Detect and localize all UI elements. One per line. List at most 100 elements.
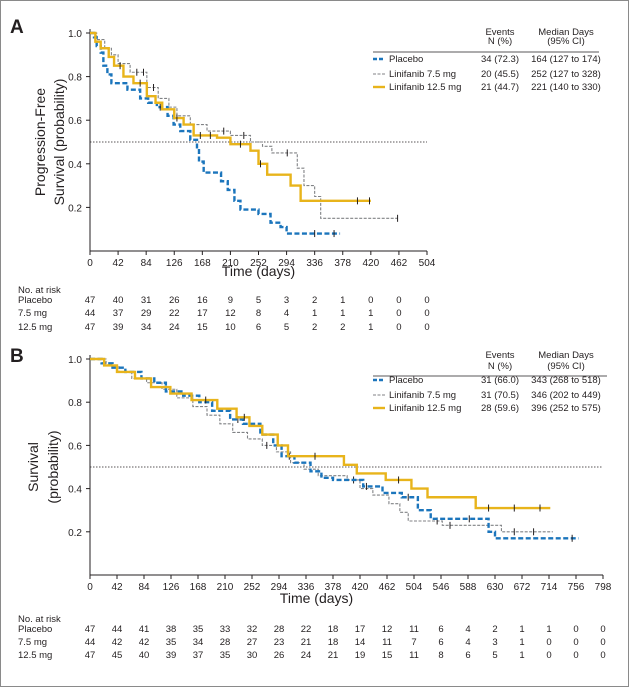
risk-value: 30 <box>247 650 258 661</box>
risk-value: 1 <box>312 308 317 319</box>
risk-value: 8 <box>438 650 443 661</box>
y-tick-label: 0.2 <box>68 203 82 214</box>
x-tick-label: 672 <box>514 582 531 593</box>
events-subheader: N (%) <box>488 361 512 372</box>
risk-value: 8 <box>256 308 261 319</box>
risk-value: 12 <box>225 308 236 319</box>
x-tick-label: 252 <box>244 582 261 593</box>
risk-value: 28 <box>274 624 285 635</box>
legend-median: 252 (127 to 328) <box>531 69 601 80</box>
risk-value: 6 <box>438 637 443 648</box>
x-tick-label: 378 <box>325 582 342 593</box>
risk-row-label: 12.5 mg <box>18 650 52 661</box>
risk-value: 37 <box>113 308 124 319</box>
risk-value: 0 <box>546 650 551 661</box>
panel-letter: B <box>10 346 24 367</box>
risk-value: 7 <box>411 637 416 648</box>
x-tick-label: 714 <box>541 582 558 593</box>
risk-value: 44 <box>112 624 123 635</box>
risk-value: 47 <box>85 322 96 333</box>
risk-value: 27 <box>247 637 258 648</box>
legend-label: Placebo <box>389 375 423 386</box>
risk-value: 39 <box>166 650 177 661</box>
panel-letter: A <box>10 17 24 38</box>
legend-events: 31 (70.5) <box>481 390 519 401</box>
x-tick-label: 168 <box>190 582 207 593</box>
risk-value: 1 <box>340 295 345 306</box>
risk-value: 34 <box>193 637 204 648</box>
risk-value: 42 <box>139 637 150 648</box>
y-tick-label: 1.0 <box>68 355 82 366</box>
risk-value: 2 <box>492 624 497 635</box>
legend-events: 28 (59.6) <box>481 403 519 414</box>
legend-label: Linifanib 7.5 mg <box>389 69 456 80</box>
risk-value: 1 <box>519 624 524 635</box>
legend-median: 346 (202 to 449) <box>531 390 601 401</box>
risk-value: 4 <box>465 637 470 648</box>
risk-value: 19 <box>355 650 366 661</box>
risk-value: 17 <box>197 308 208 319</box>
risk-value: 44 <box>85 308 96 319</box>
x-tick-label: 756 <box>568 582 585 593</box>
risk-table-title: No. at risk <box>18 614 61 625</box>
x-tick-label: 378 <box>334 258 351 269</box>
risk-value: 47 <box>85 295 96 306</box>
y-tick-label: 0.4 <box>68 485 82 496</box>
risk-value: 15 <box>382 650 393 661</box>
x-tick-label: 126 <box>163 582 180 593</box>
legend-events: 31 (66.0) <box>481 375 519 386</box>
risk-value: 1 <box>368 308 373 319</box>
legend-label: Placebo <box>389 54 423 65</box>
median-subheader: (95% CI) <box>547 361 584 372</box>
legend-events: 34 (72.3) <box>481 54 519 65</box>
risk-value: 21 <box>301 637 312 648</box>
x-tick-label: 630 <box>487 582 504 593</box>
legend-median: 396 (252 to 575) <box>531 403 601 414</box>
x-tick-label: 504 <box>406 582 423 593</box>
risk-value: 26 <box>169 295 180 306</box>
y-tick-label: 0.8 <box>68 398 82 409</box>
risk-value: 2 <box>312 295 317 306</box>
median-header: Median Days <box>538 350 594 361</box>
events-header: Events <box>485 27 514 38</box>
risk-value: 0 <box>424 295 429 306</box>
risk-value: 0 <box>573 637 578 648</box>
risk-value: 15 <box>197 322 208 333</box>
risk-value: 29 <box>141 308 152 319</box>
risk-value: 28 <box>220 637 231 648</box>
risk-value: 22 <box>301 624 312 635</box>
legend-label: Linifanib 12.5 mg <box>389 403 461 414</box>
risk-value: 3 <box>492 637 497 648</box>
risk-value: 0 <box>424 322 429 333</box>
legend-median: 221 (140 to 330) <box>531 82 601 93</box>
risk-value: 44 <box>85 637 96 648</box>
risk-value: 0 <box>368 295 373 306</box>
y-axis-label: (probability) <box>45 430 61 503</box>
risk-value: 0 <box>546 637 551 648</box>
risk-value: 6 <box>465 650 470 661</box>
risk-value: 14 <box>355 637 366 648</box>
risk-value: 0 <box>573 650 578 661</box>
x-tick-label: 252 <box>250 258 267 269</box>
risk-value: 39 <box>113 322 124 333</box>
risk-value: 11 <box>382 637 392 648</box>
risk-value: 0 <box>396 295 401 306</box>
x-tick-label: 462 <box>391 258 408 269</box>
risk-value: 26 <box>274 650 285 661</box>
x-tick-label: 0 <box>87 582 93 593</box>
risk-value: 40 <box>139 650 150 661</box>
x-tick-label: 546 <box>433 582 450 593</box>
y-tick-label: 0.6 <box>68 441 82 452</box>
series-line-linifanib-7-5-mg <box>90 358 553 533</box>
risk-value: 37 <box>193 650 204 661</box>
risk-row-label: Placebo <box>18 295 52 306</box>
x-tick-label: 168 <box>194 258 211 269</box>
risk-value: 33 <box>220 624 231 635</box>
x-tick-label: 588 <box>460 582 477 593</box>
risk-value: 0 <box>573 624 578 635</box>
risk-value: 31 <box>141 295 152 306</box>
risk-value: 0 <box>600 624 605 635</box>
